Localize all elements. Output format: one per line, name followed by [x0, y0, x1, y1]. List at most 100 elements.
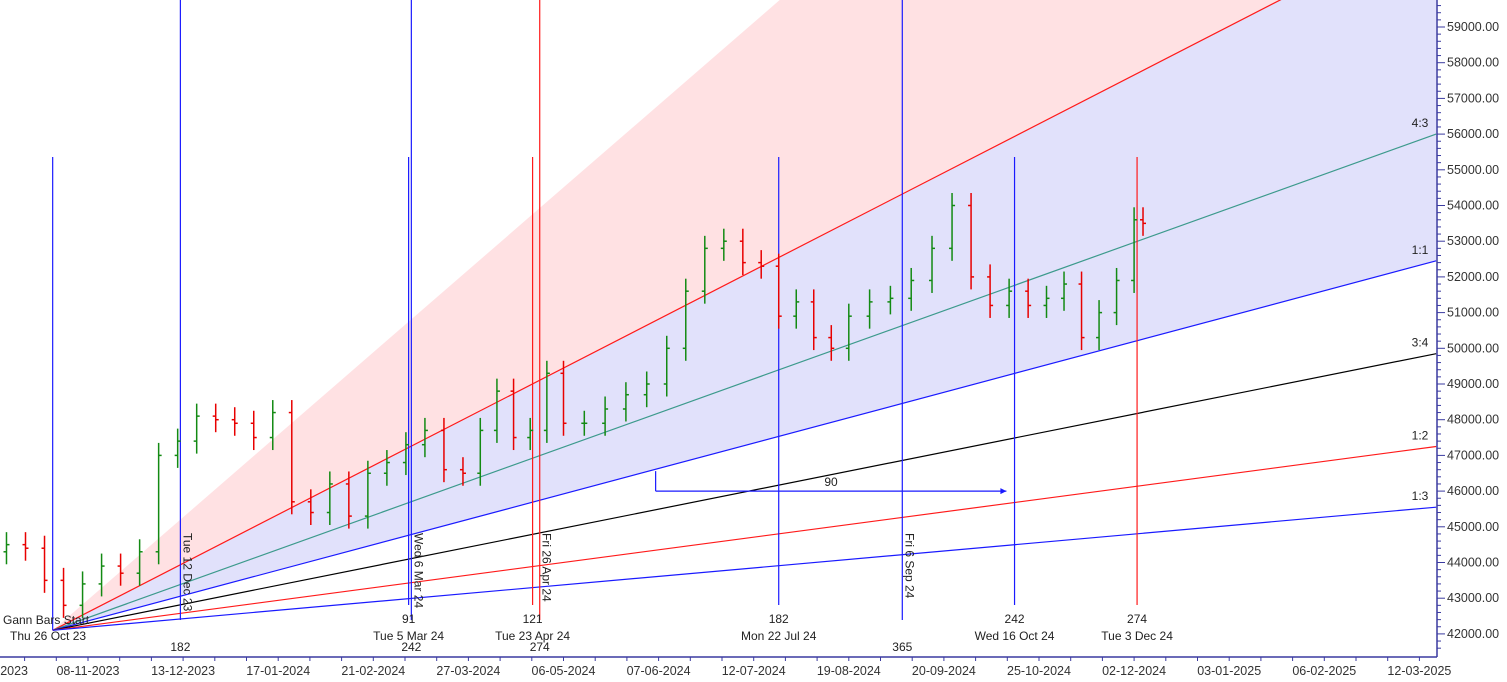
- price-bar: [663, 335, 670, 397]
- price-bar: [793, 289, 800, 329]
- price-bar: [3, 532, 10, 565]
- gann-start-date: Thu 26 Oct 23: [10, 629, 86, 643]
- cycle-date: Tue 23 Apr 24: [495, 629, 570, 643]
- price-bar: [79, 571, 86, 618]
- y-tick-label: 51000.00: [1447, 306, 1499, 320]
- x-tick-label: 12-07-2024: [722, 664, 786, 678]
- fan-line-1-1: [52, 260, 1437, 631]
- price-bar: [1113, 267, 1120, 326]
- price-bar: [402, 432, 409, 476]
- price-bar: [887, 285, 894, 315]
- cycle-date: Mon 22 Jul 24: [741, 629, 817, 643]
- arrow-head-icon: [1000, 488, 1007, 495]
- price-bar: [307, 489, 314, 526]
- x-tick-label: 03-01-2025: [1197, 664, 1261, 678]
- cycle-count: 182: [170, 640, 190, 654]
- price-bar: [250, 410, 257, 451]
- y-tick-label: 54000.00: [1447, 199, 1499, 213]
- price-bar: [682, 278, 689, 361]
- price-bar: [60, 567, 67, 618]
- price-bar: [701, 235, 708, 304]
- price-bar: [810, 289, 817, 351]
- price-bar: [136, 539, 143, 586]
- y-tick-label: 44000.00: [1447, 556, 1499, 570]
- price-bar: [1140, 207, 1147, 236]
- y-axis[interactable]: 59000.00 58000.00 57000.00 56000.00 55000.00…: [1436, 0, 1499, 657]
- price-bar: [174, 428, 181, 468]
- price-bar: [527, 417, 534, 451]
- x-tick-label: 21-02-2024: [341, 664, 405, 678]
- price-bar: [1025, 278, 1032, 318]
- x-tick-label: 20-09-2024: [912, 664, 976, 678]
- y-tick-label: 53000.00: [1447, 234, 1499, 248]
- price-bar: [345, 471, 352, 529]
- cycle-date: Wed 16 Oct 24: [975, 629, 1055, 643]
- price-bar: [543, 360, 550, 443]
- cycle-count: 121: [523, 612, 543, 626]
- y-tick-label: 55000.00: [1447, 163, 1499, 177]
- price-bar: [643, 371, 650, 408]
- price-bar: [1006, 278, 1013, 318]
- x-tick-label: 12-03-2025: [1387, 664, 1451, 678]
- gann-fan: 2:1 4:3 1:1 3:4 1:2 1:3: [52, 0, 1437, 631]
- fan-label: 1:2: [1412, 428, 1429, 442]
- y-tick-label: 50000.00: [1447, 341, 1499, 355]
- y-tick-label: 59000.00: [1447, 20, 1499, 34]
- y-tick-label: 43000.00: [1447, 591, 1499, 605]
- price-bar: [364, 460, 371, 529]
- price-bar: [22, 532, 29, 561]
- x-tick-label: 06-05-2024: [532, 664, 596, 678]
- cycle-count: 182: [769, 612, 789, 626]
- x-tick-label: 17-01-2024: [246, 664, 310, 678]
- price-bar: [477, 417, 484, 486]
- price-bar: [326, 471, 333, 526]
- fan-label: 1:1: [1412, 243, 1429, 257]
- price-bar: [440, 417, 447, 483]
- price-bar: [968, 193, 975, 290]
- price-bar: [866, 289, 873, 329]
- y-tick-label: 47000.00: [1447, 448, 1499, 462]
- x-tick-label-partial: 2023: [0, 664, 28, 678]
- fan-line-3-4: [52, 353, 1437, 631]
- price-bar: [117, 553, 124, 586]
- price-bar: [758, 250, 765, 279]
- cycle-count: 242: [401, 640, 421, 654]
- price-bar: [581, 410, 588, 436]
- cycle-date: Tue 3 Dec 24: [1101, 629, 1173, 643]
- price-bar: [383, 450, 390, 486]
- y-tick-label: 58000.00: [1447, 56, 1499, 70]
- price-bar: [845, 303, 852, 361]
- price-bar: [269, 400, 276, 451]
- y-tick-label: 52000.00: [1447, 270, 1499, 284]
- x-tick-label: 02-12-2024: [1102, 664, 1166, 678]
- plot-area: 2:1 4:3 1:1 3:4 1:2 1:3 Gann Bars Start Thu 26…: [3, 0, 1437, 654]
- price-bar: [231, 407, 238, 436]
- price-bar: [949, 193, 956, 261]
- cycle-count: 242: [1005, 612, 1025, 626]
- price-bar: [459, 457, 466, 486]
- fan-line-4-3: [52, 133, 1437, 631]
- gann-start-title: Gann Bars Start: [3, 613, 90, 627]
- x-axis[interactable]: 2023 08-11-2023 13-12-2023 17-01-2024 21-02-…: [0, 656, 1451, 678]
- range-arrow-label: 90: [824, 475, 838, 489]
- price-bar: [493, 378, 500, 443]
- price-bar: [1096, 300, 1103, 351]
- price-bar: [929, 235, 936, 293]
- price-bar: [1131, 207, 1138, 293]
- x-tick-label: 25-10-2024: [1007, 664, 1071, 678]
- x-tick-label: 08-11-2023: [56, 664, 119, 678]
- fan-label: 4:3: [1412, 116, 1429, 130]
- price-bar: [739, 228, 746, 276]
- price-bar: [421, 417, 428, 458]
- price-bar: [1043, 285, 1050, 318]
- cycle-count: 365: [892, 640, 912, 654]
- x-tick-label: 07-06-2024: [627, 664, 691, 678]
- fan-line-1-2: [52, 445, 1437, 631]
- cycle-count: 91: [402, 612, 416, 626]
- price-bar: [622, 382, 629, 422]
- fan-line-1-3: [52, 506, 1437, 631]
- price-bar: [1078, 271, 1085, 351]
- price-bar: [908, 267, 915, 311]
- fan-line-2-1: [52, 0, 1282, 631]
